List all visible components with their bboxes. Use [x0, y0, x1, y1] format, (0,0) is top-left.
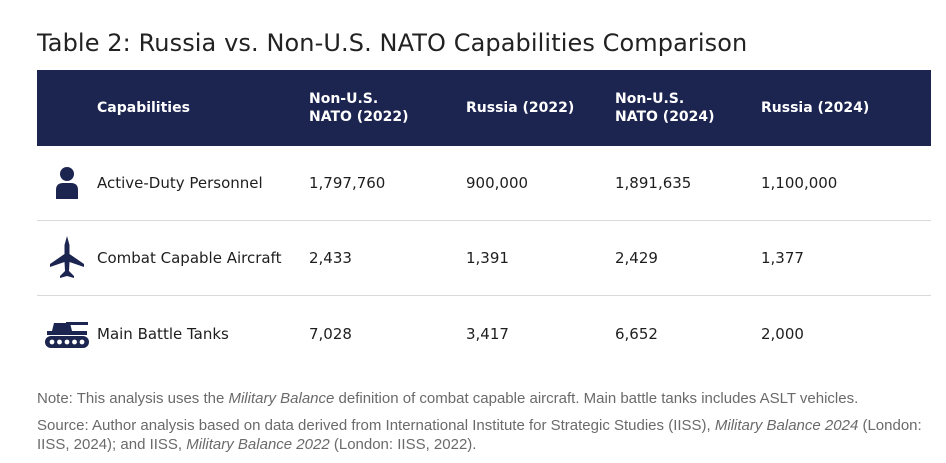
row-nato-2024: 2,429 [615, 249, 658, 267]
header-russia-2024: Russia (2024) [761, 100, 870, 116]
row-capability: Main Battle Tanks [97, 324, 229, 343]
person-icon [37, 166, 97, 200]
fighter-jet-icon [37, 235, 97, 281]
row-nato-2024: 1,891,635 [615, 174, 692, 192]
table-row: Combat Capable Aircraft 2,433 1,391 2,42… [37, 221, 931, 296]
table-row: Active-Duty Personnel 1,797,760 900,000 … [37, 146, 931, 221]
capabilities-table: Capabilities Non-U.S. NATO (2022) Russia… [37, 70, 931, 371]
row-capability: Active-Duty Personnel [97, 174, 263, 192]
row-russia-2024: 2,000 [761, 324, 804, 343]
header-capabilities: Capabilities [97, 100, 190, 116]
page-title: Table 2: Russia vs. Non-U.S. NATO Capabi… [37, 29, 748, 57]
row-russia-2024: 1,100,000 [761, 174, 838, 192]
table-source: Source: Author analysis based on data de… [37, 417, 922, 453]
header-nato-2024: Non-U.S. NATO (2024) [615, 91, 715, 125]
row-nato-2024: 6,652 [615, 324, 658, 343]
table-note: Note: This analysis uses the Military Ba… [37, 390, 859, 407]
header-russia-2022: Russia (2022) [466, 100, 575, 116]
row-russia-2022: 1,391 [466, 249, 509, 267]
table-header: Capabilities Non-U.S. NATO (2022) Russia… [37, 70, 931, 146]
row-russia-2022: 3,417 [466, 324, 509, 343]
tank-icon [37, 319, 97, 349]
table-row: Main Battle Tanks 7,028 3,417 6,652 2,00… [37, 296, 931, 371]
row-nato-2022: 1,797,760 [309, 174, 386, 192]
row-russia-2024: 1,377 [761, 249, 804, 267]
row-russia-2022: 900,000 [466, 174, 529, 192]
header-nato-2022: Non-U.S. NATO (2022) [309, 91, 409, 125]
row-capability: Combat Capable Aircraft [97, 249, 282, 267]
row-nato-2022: 2,433 [309, 249, 352, 267]
row-nato-2022: 7,028 [309, 324, 352, 343]
